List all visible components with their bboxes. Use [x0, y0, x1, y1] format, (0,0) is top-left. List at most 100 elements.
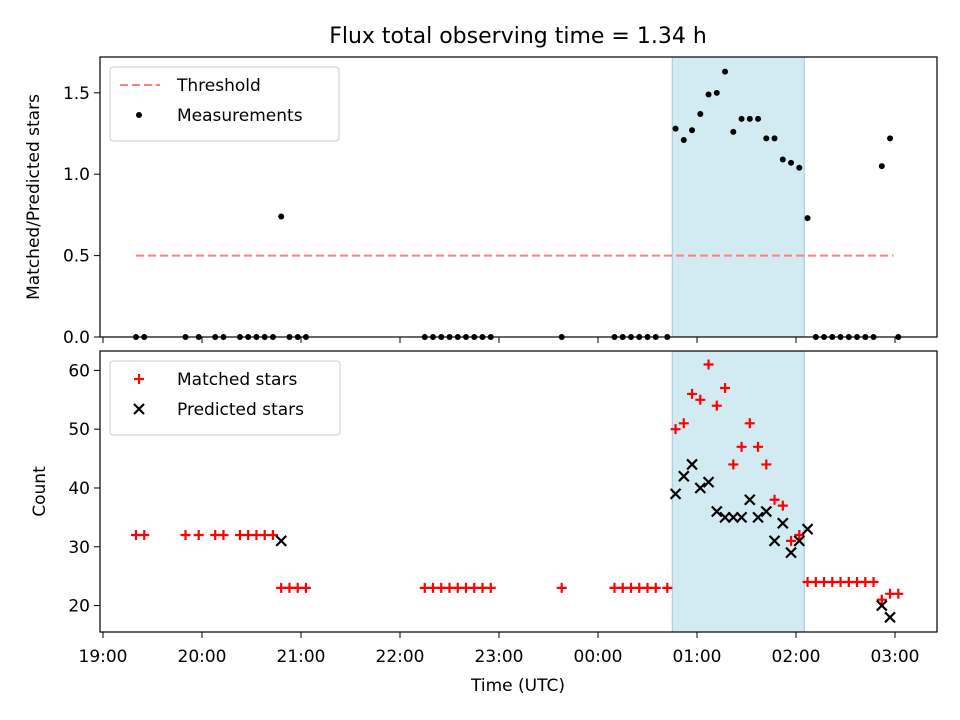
count-panel: 20 30 40 50 60 19:00 20:00 21:00 22:00 23:00 00:00… [30, 350, 938, 667]
matched-star-point [794, 530, 805, 541]
x-axis-label: Time (UTC) [470, 676, 565, 696]
measurement-point [738, 115, 745, 122]
measurement-point [887, 135, 894, 142]
legend-label: Matched stars [177, 370, 297, 390]
predicted-star-point [719, 511, 731, 524]
matched-star-point [893, 588, 904, 599]
predicted-star-point [702, 476, 715, 488]
predicted-star-point [777, 517, 789, 530]
x-tick-label: 23:00 [475, 647, 524, 667]
matched-star-point [695, 394, 706, 405]
matched-star-point [876, 594, 887, 605]
matched-star-point [650, 582, 661, 593]
highlight-span [671, 56, 805, 338]
y-tick-label: 1.0 [63, 165, 90, 185]
ratio-panel: 0.0 0.5 1.0 1.5 Matched/Predicted stars Thres… [24, 56, 938, 348]
predicted-star-point [744, 493, 756, 506]
axes-frame [99, 56, 938, 338]
measurement-point [680, 137, 687, 144]
legend-label: Threshold [176, 76, 261, 96]
measurement-point [746, 115, 753, 122]
x-tick-label: 01:00 [673, 647, 722, 667]
predicted-star-point [694, 482, 707, 494]
legend-box [109, 66, 340, 142]
y-tick-label: 20 [68, 597, 90, 617]
matched-star-point [753, 441, 764, 452]
legend-label: Predicted stars [177, 400, 304, 420]
y-axis-label: Matched/Predicted stars [24, 94, 44, 300]
matched-star-point [300, 582, 311, 593]
matched-star-point [485, 582, 496, 593]
x-tick-label: 00:00 [574, 647, 623, 667]
chart-title: Flux total observing time = 1.34 h [329, 24, 707, 49]
measurement-point [730, 128, 737, 135]
measurement-point [779, 156, 786, 163]
x-tick-label: 20:00 [178, 647, 227, 667]
measurement-point [689, 127, 696, 134]
measurement-point [788, 159, 795, 166]
matched-star-point [868, 577, 879, 588]
legend-matched-swatch [134, 374, 144, 384]
matched-star-point [703, 359, 714, 370]
matched-star-point [180, 530, 191, 541]
predicted-star-point [735, 511, 748, 524]
y-tick-label: 30 [68, 538, 90, 558]
predicted-star-point [760, 505, 773, 518]
measurement-point [878, 163, 885, 170]
y-tick-label: 0.0 [63, 328, 90, 348]
measurement-point [796, 164, 803, 171]
legend-label: Measurements [177, 106, 303, 126]
matched-star-point [670, 424, 681, 435]
predicted-star-point [884, 611, 896, 624]
measurement-point [672, 125, 679, 132]
measurement-point [697, 110, 704, 117]
matched-star-point [769, 494, 780, 505]
predicted-star-point [669, 488, 682, 500]
matched-star-point [711, 400, 722, 411]
y-axis-label: Count [30, 466, 50, 517]
predicted-star-point [785, 546, 797, 559]
matched-star-point [687, 388, 698, 399]
legend-box [109, 360, 341, 436]
matched-star-point [744, 418, 755, 429]
predicted-star-point [686, 458, 698, 471]
predicted-star-point [801, 523, 814, 535]
measurement-point [755, 115, 762, 122]
y-tick-label: 50 [68, 420, 90, 440]
matched-star-point [139, 530, 150, 541]
y-tick-label: 40 [68, 479, 90, 499]
measurement-point [278, 213, 285, 220]
measurement-point [713, 89, 720, 96]
legend-measurement-swatch [136, 112, 142, 118]
y-tick-label: 0.5 [63, 247, 90, 267]
matched-star-point [218, 530, 229, 541]
matched-star-point [267, 530, 278, 541]
measurement-point [771, 135, 778, 142]
y-tick-label: 60 [68, 361, 90, 381]
x-tick-label: 19:00 [79, 647, 128, 667]
predicted-star-point [876, 599, 888, 612]
matched-star-point [736, 441, 747, 452]
predicted-star-point [793, 535, 806, 547]
matched-star-point [777, 500, 788, 511]
x-tick-label: 02:00 [772, 647, 821, 667]
measurement-point [804, 215, 811, 222]
predicted-star-point [768, 535, 781, 547]
matched-star-point [786, 535, 797, 546]
y-tick-label: 1.5 [63, 84, 90, 104]
matched-star-point [720, 383, 731, 394]
measurement-point [722, 68, 729, 75]
measurement-point [705, 91, 712, 98]
predicted-star-point [727, 511, 740, 524]
predicted-star-point [275, 535, 287, 547]
matched-star-point [728, 459, 739, 470]
x-tick-label: 21:00 [277, 647, 326, 667]
measurement-point [763, 135, 770, 142]
matched-star-point [678, 418, 689, 429]
predicted-star-point [678, 470, 690, 482]
matched-star-point [761, 459, 772, 470]
axes-frame [99, 350, 938, 633]
predicted-star-point [752, 511, 764, 524]
legend-predicted-swatch [133, 403, 145, 415]
